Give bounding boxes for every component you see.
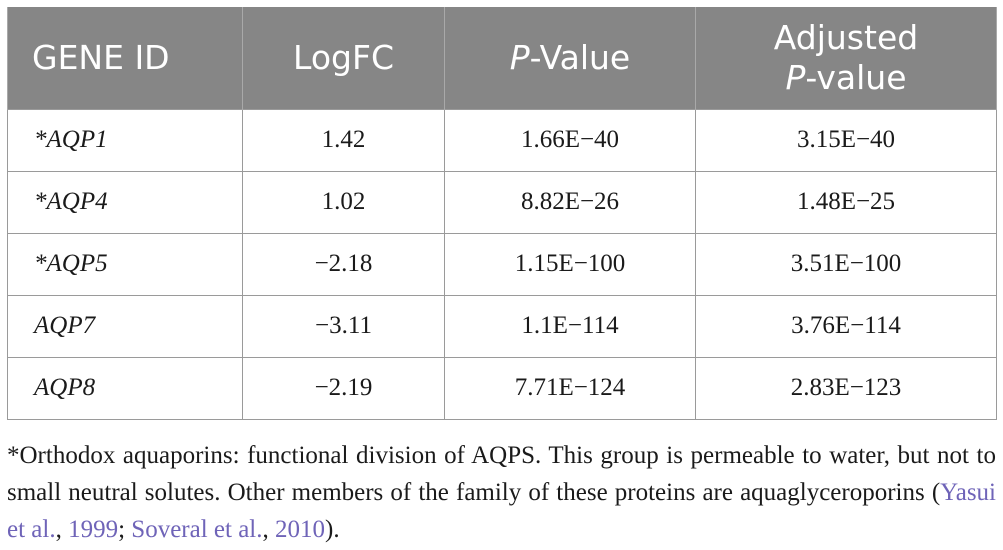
- cell-adjusted-pvalue: 3.51E−100: [695, 232, 997, 296]
- table-footnote: *Orthodox aquaporins: functional divisio…: [7, 437, 996, 548]
- table-header: GENE ID LogFC P-Value Adjusted P-value: [7, 7, 997, 109]
- header-pvalue-rest: -Value: [529, 37, 631, 77]
- data-table-container: GENE ID LogFC P-Value Adjusted P-value *A…: [7, 7, 997, 420]
- cell-logfc: 1.42: [242, 108, 445, 172]
- cell-pvalue: 1.66E−40: [444, 108, 696, 172]
- cell-logfc: −3.11: [242, 294, 445, 358]
- header-adjusted-pvalue: Adjusted P-value: [695, 7, 997, 109]
- header-pvalue-italic: P: [509, 37, 530, 77]
- cell-adjusted-pvalue: 1.48E−25: [695, 170, 997, 234]
- table-row: AQP8 −2.19 7.71E−124 2.83E−123: [7, 356, 997, 420]
- citation-separator: ,: [262, 516, 275, 543]
- cell-logfc: 1.02: [242, 170, 445, 234]
- cell-logfc: −2.18: [242, 232, 445, 296]
- header-adjusted-italic: P: [785, 57, 806, 97]
- table-row: *AQP1 1.42 1.66E−40 3.15E−40: [7, 108, 997, 172]
- aquaporin-expression-table: GENE ID LogFC P-Value Adjusted P-value *A…: [7, 7, 997, 420]
- table-row: *AQP5 −2.18 1.15E−100 3.51E−100: [7, 232, 997, 296]
- citation-link-soveral-year[interactable]: 2010: [275, 516, 325, 543]
- cell-pvalue: 1.15E−100: [444, 232, 696, 296]
- cell-gene: *AQP4: [7, 170, 243, 234]
- citation-link-soveral-author[interactable]: Soveral et al.: [131, 516, 263, 543]
- citation-between: ;: [118, 516, 132, 543]
- citation-link-yasui-author[interactable]: Yasui et al.: [7, 479, 996, 543]
- header-logfc: LogFC: [242, 7, 445, 109]
- cell-pvalue: 1.1E−114: [444, 294, 696, 358]
- cell-gene: AQP8: [7, 356, 243, 420]
- cell-pvalue: 7.71E−124: [444, 356, 696, 420]
- header-adjusted-rest: -value: [805, 57, 907, 97]
- cell-adjusted-pvalue: 3.15E−40: [695, 108, 997, 172]
- footnote-end: ).: [325, 516, 340, 543]
- header-pvalue: P-Value: [444, 7, 696, 109]
- cell-gene: *AQP1: [7, 108, 243, 172]
- table-row: *AQP4 1.02 8.82E−26 1.48E−25: [7, 170, 997, 234]
- cell-gene: *AQP5: [7, 232, 243, 296]
- cell-pvalue: 8.82E−26: [444, 170, 696, 234]
- header-row: GENE ID LogFC P-Value Adjusted P-value: [7, 7, 997, 109]
- cell-gene: AQP7: [7, 294, 243, 358]
- footnote-text: *Orthodox aquaporins: functional divisio…: [7, 442, 996, 506]
- table-body: *AQP1 1.42 1.66E−40 3.15E−40 *AQP4 1.02 …: [7, 108, 997, 420]
- header-gene-id: GENE ID: [7, 7, 243, 109]
- citation-link-yasui-year[interactable]: 1999: [68, 516, 119, 543]
- table-row: AQP7 −3.11 1.1E−114 3.76E−114: [7, 294, 997, 358]
- citation-separator: ,: [55, 516, 69, 543]
- cell-adjusted-pvalue: 3.76E−114: [695, 294, 997, 358]
- cell-logfc: −2.19: [242, 356, 445, 420]
- cell-adjusted-pvalue: 2.83E−123: [695, 356, 997, 420]
- header-adjusted-line1: Adjusted: [773, 17, 919, 57]
